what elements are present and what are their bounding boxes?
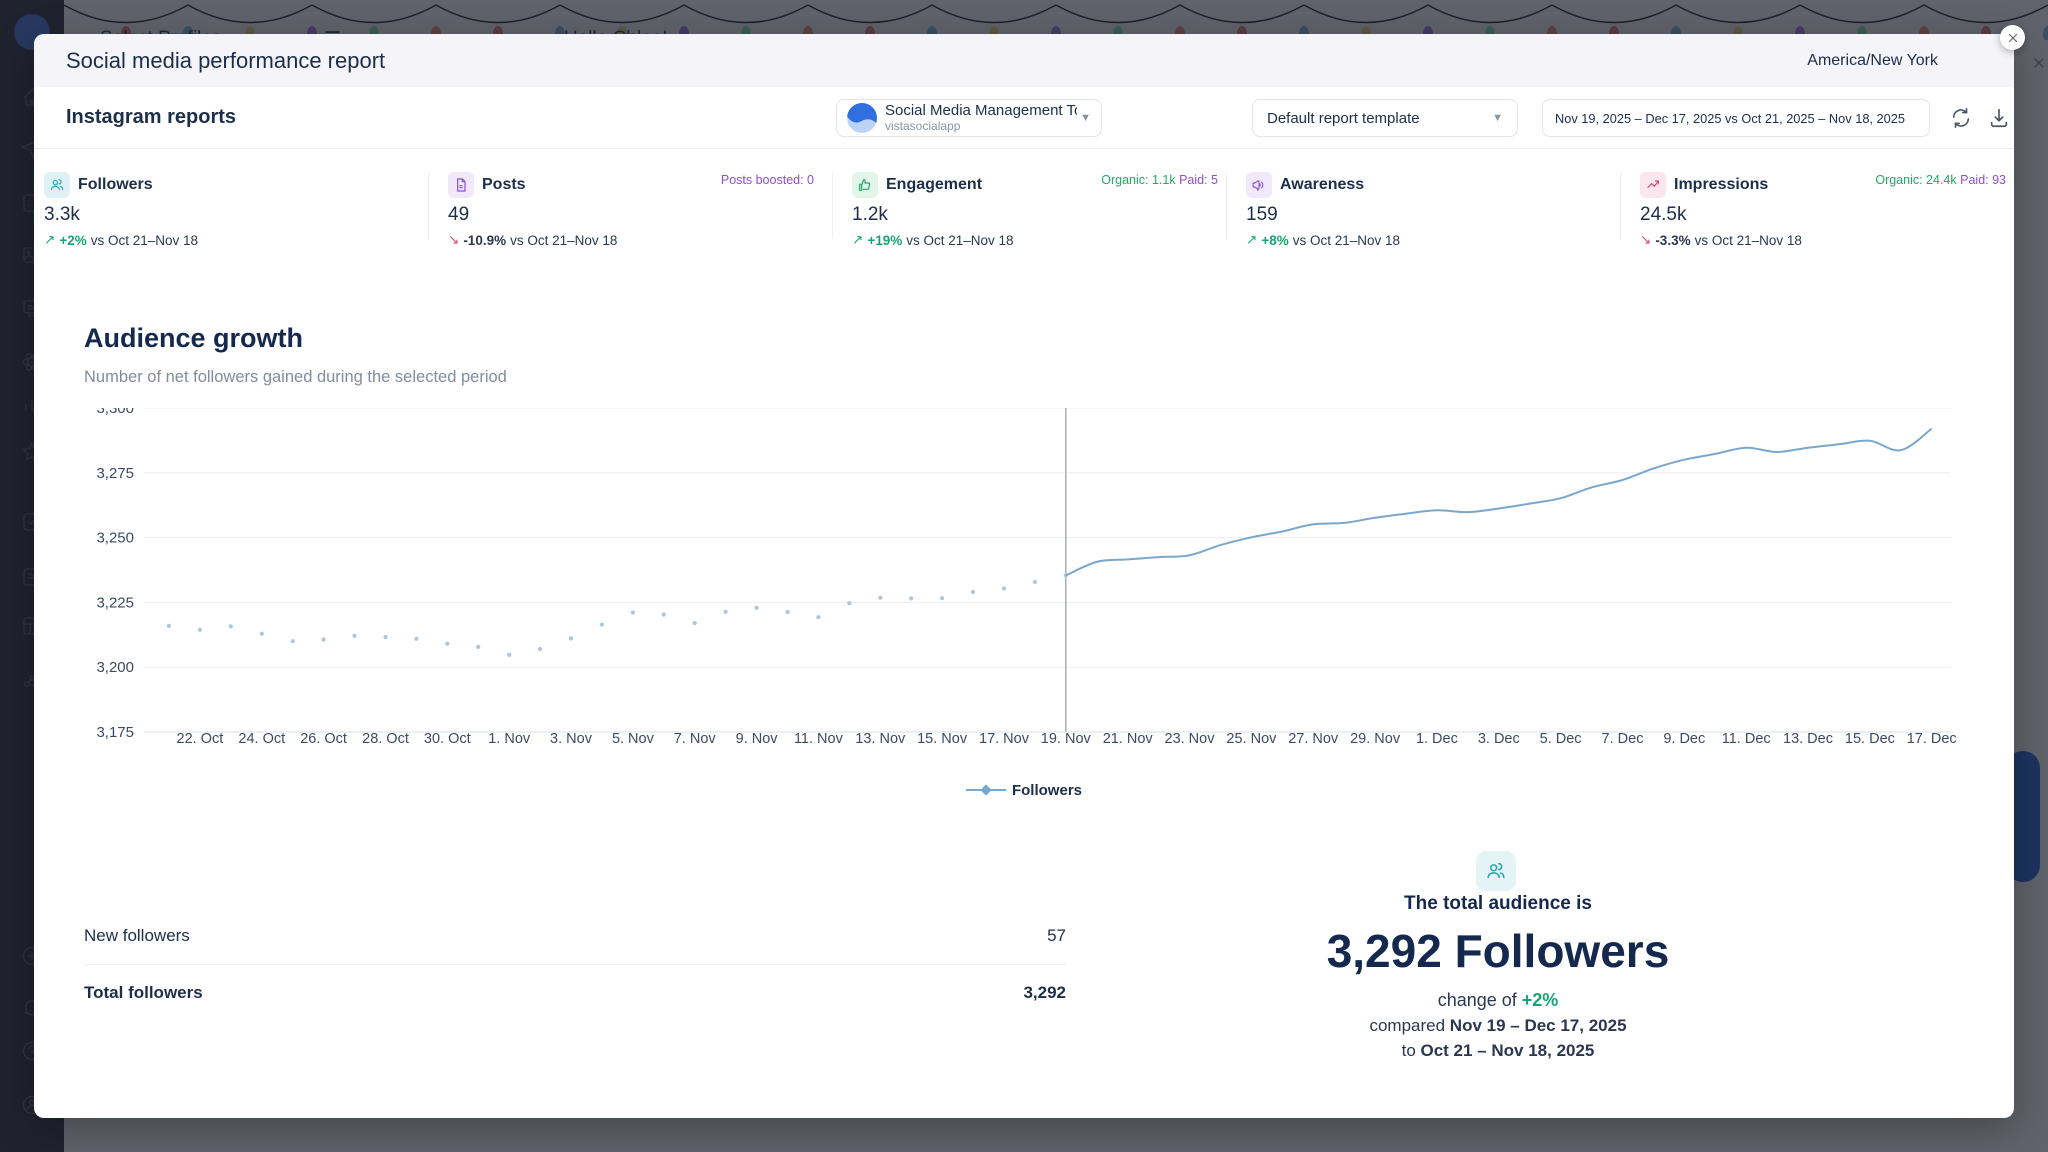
svg-text:23. Nov: 23. Nov bbox=[1165, 731, 1216, 747]
svg-text:3,225: 3,225 bbox=[96, 594, 134, 611]
svg-text:28. Oct: 28. Oct bbox=[362, 731, 409, 747]
svg-text:3,175: 3,175 bbox=[96, 724, 134, 741]
svg-text:17. Dec: 17. Dec bbox=[1907, 731, 1957, 747]
svg-text:7. Dec: 7. Dec bbox=[1602, 731, 1644, 747]
svg-text:22. Oct: 22. Oct bbox=[177, 731, 224, 747]
svg-text:11. Nov: 11. Nov bbox=[794, 731, 844, 747]
svg-text:11. Dec: 11. Dec bbox=[1722, 731, 1771, 747]
svg-text:3. Nov: 3. Nov bbox=[550, 731, 593, 747]
svg-text:1. Nov: 1. Nov bbox=[488, 731, 531, 747]
svg-text:7. Nov: 7. Nov bbox=[674, 731, 717, 747]
svg-text:13. Dec: 13. Dec bbox=[1783, 731, 1833, 747]
svg-text:9. Nov: 9. Nov bbox=[736, 731, 779, 747]
svg-text:3,250: 3,250 bbox=[96, 529, 134, 546]
svg-text:15. Dec: 15. Dec bbox=[1845, 731, 1895, 747]
svg-text:27. Nov: 27. Nov bbox=[1288, 731, 1339, 747]
svg-text:3,200: 3,200 bbox=[96, 659, 134, 676]
svg-text:13. Nov: 13. Nov bbox=[855, 731, 906, 747]
svg-text:15. Nov: 15. Nov bbox=[917, 731, 968, 747]
svg-text:5. Dec: 5. Dec bbox=[1540, 731, 1582, 747]
svg-text:19. Nov: 19. Nov bbox=[1041, 731, 1092, 747]
svg-text:17. Nov: 17. Nov bbox=[979, 731, 1030, 747]
svg-text:1. Dec: 1. Dec bbox=[1416, 731, 1458, 747]
svg-text:26. Oct: 26. Oct bbox=[300, 731, 347, 747]
svg-text:3,300: 3,300 bbox=[96, 408, 134, 417]
svg-text:9. Dec: 9. Dec bbox=[1663, 731, 1705, 747]
svg-text:30. Oct: 30. Oct bbox=[424, 731, 471, 747]
svg-text:5. Nov: 5. Nov bbox=[612, 731, 655, 747]
svg-text:21. Nov: 21. Nov bbox=[1103, 731, 1154, 747]
svg-text:25. Nov: 25. Nov bbox=[1226, 731, 1277, 747]
svg-text:3,275: 3,275 bbox=[96, 464, 134, 481]
svg-text:24. Oct: 24. Oct bbox=[238, 731, 285, 747]
svg-text:29. Nov: 29. Nov bbox=[1350, 731, 1401, 747]
svg-text:3. Dec: 3. Dec bbox=[1478, 731, 1520, 747]
